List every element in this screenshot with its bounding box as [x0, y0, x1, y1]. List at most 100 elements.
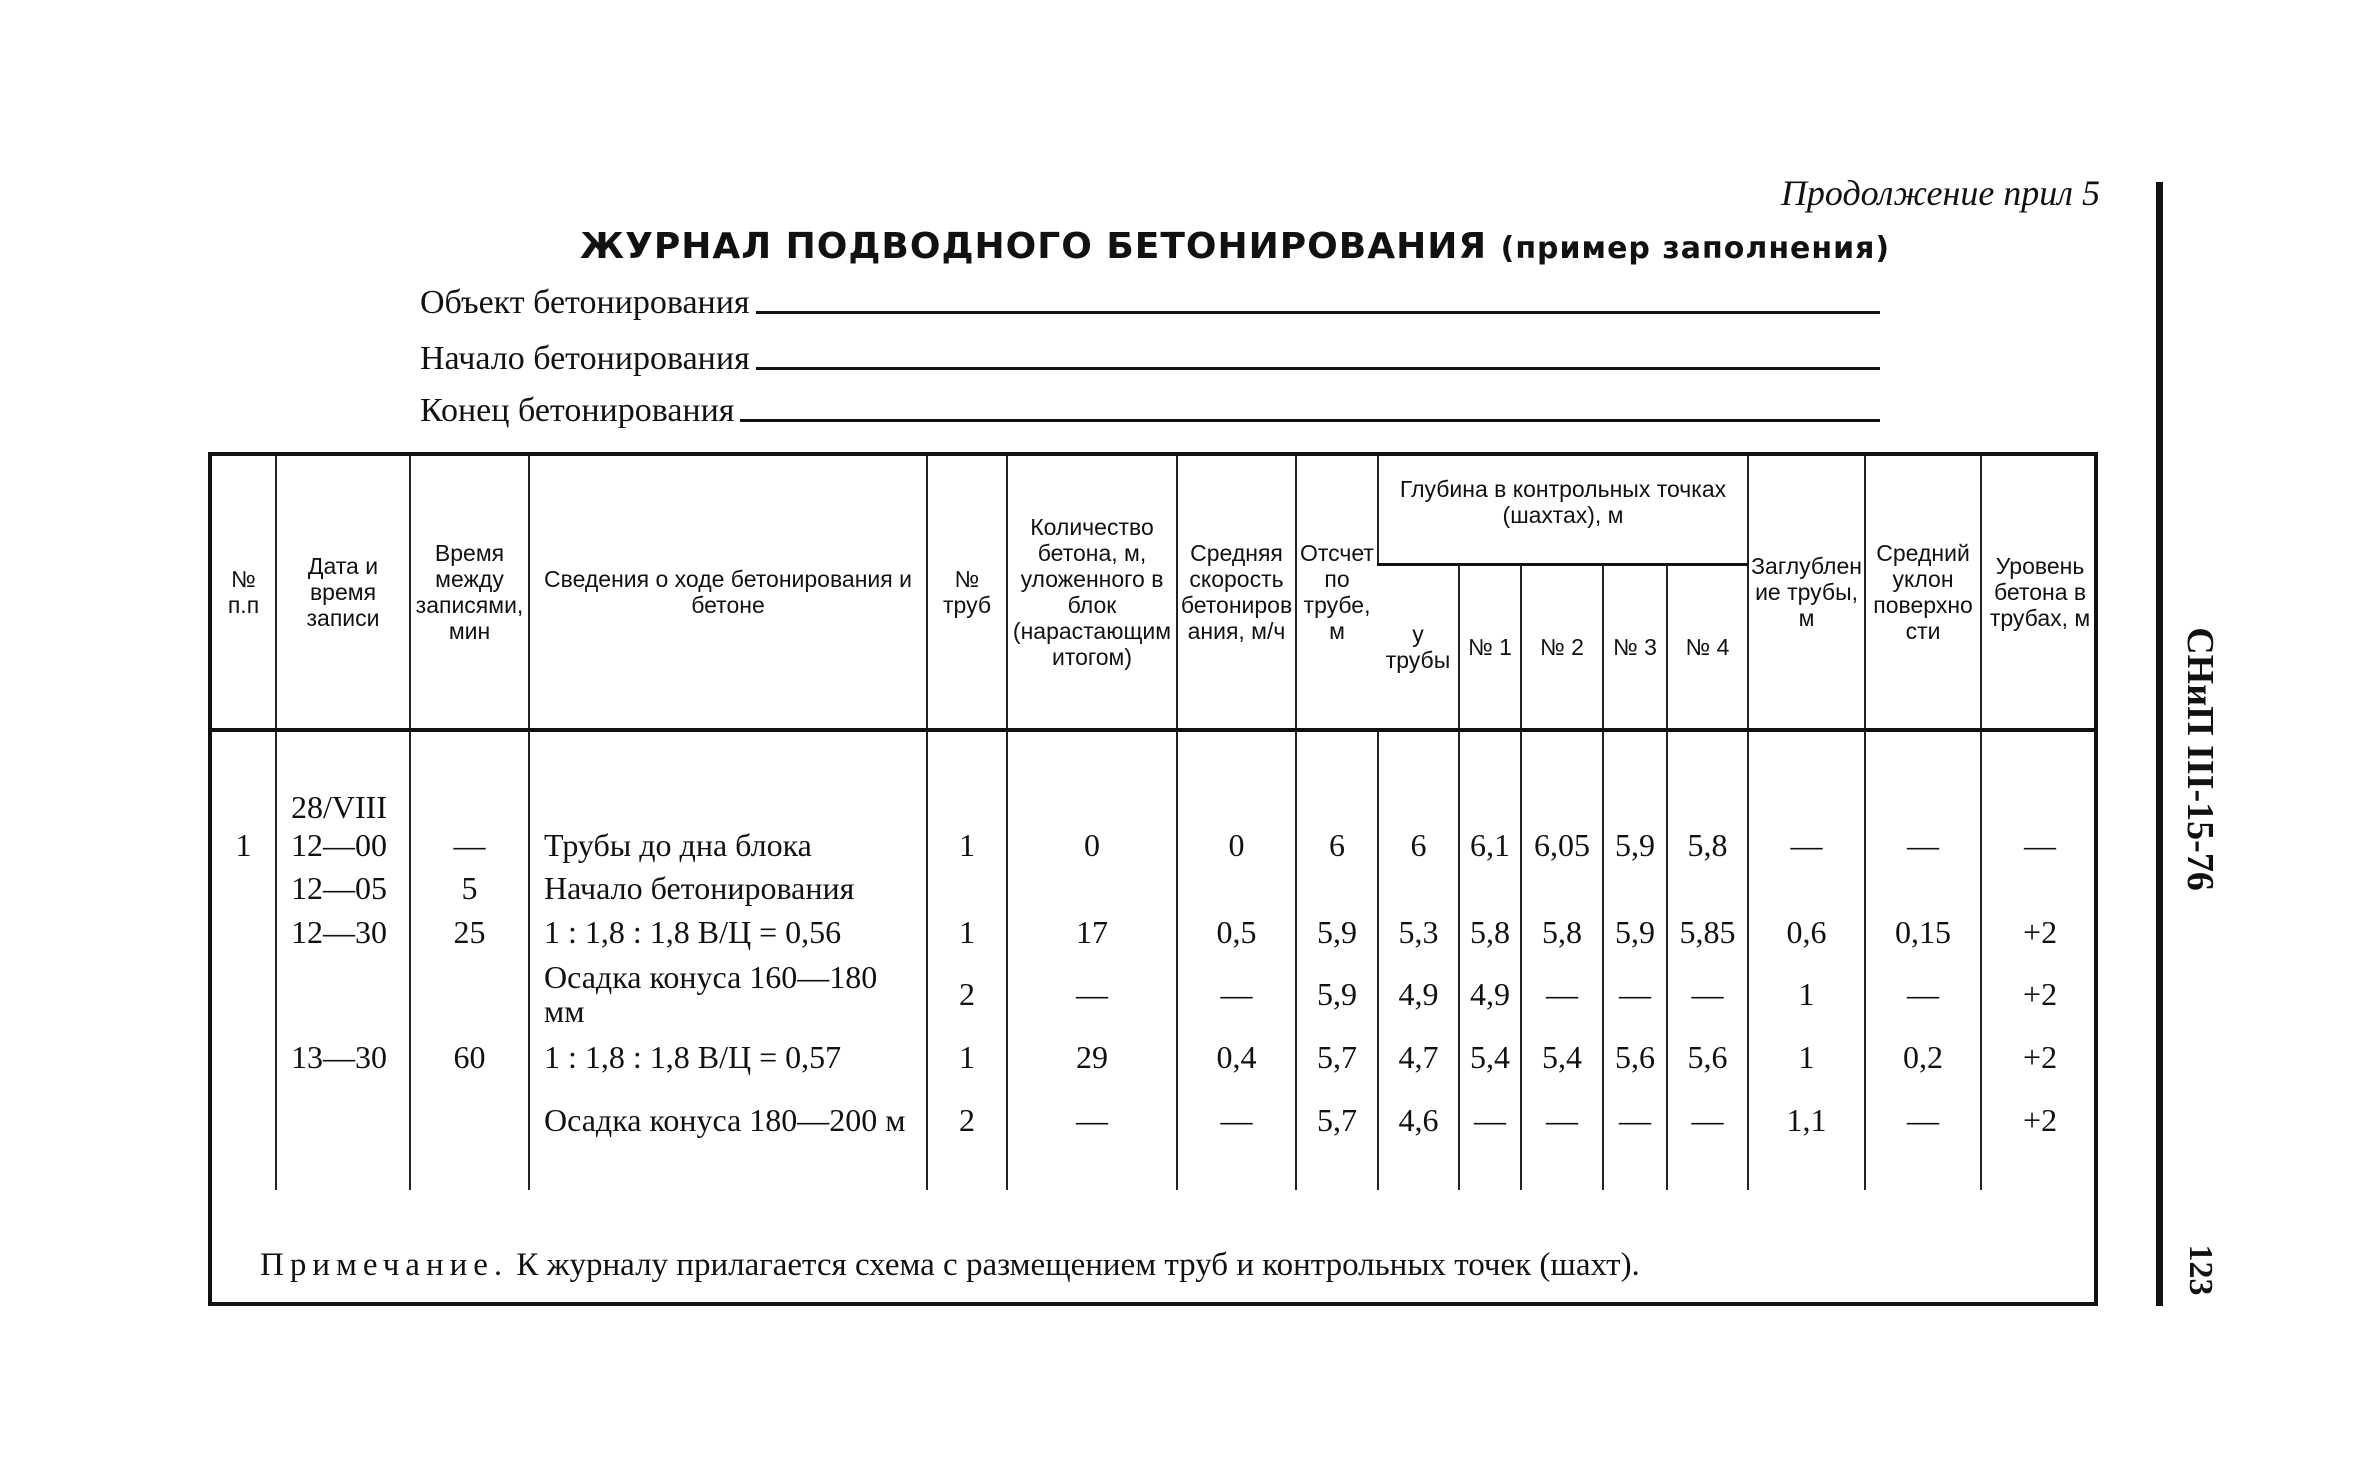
- header-info: Сведения о ходе бетонирования и бетоне: [528, 456, 927, 730]
- table-cell: [1006, 1160, 1177, 1190]
- table-cell: [1006, 730, 1177, 824]
- table-cell: [1520, 866, 1603, 909]
- table-cell: [1295, 866, 1378, 909]
- table-cell: 25: [409, 909, 529, 954]
- header-embed: Заглубление трубы, м: [1747, 456, 1866, 730]
- header-slope: Средний уклон поверхности: [1864, 456, 1982, 730]
- table-cell: 5,9: [1295, 954, 1378, 1034]
- header-num: № п.п: [227, 566, 260, 618]
- table-cell: [1006, 866, 1177, 909]
- table-cell: [212, 1034, 276, 1080]
- table-cell: 6: [1295, 824, 1378, 866]
- table-cell: [1458, 866, 1521, 909]
- table-cell: 5,8: [1458, 909, 1521, 954]
- table-cell: —: [1176, 1080, 1296, 1160]
- table-cell: 5,6: [1602, 1034, 1667, 1080]
- table-cell: [212, 1080, 276, 1160]
- table-cell: [1665, 866, 1749, 909]
- table-cell: [1295, 730, 1378, 824]
- table-cell: Осадка конуса 160—180 мм: [528, 954, 927, 1034]
- table-cell: 28/VIII: [275, 730, 410, 824]
- header-pipe: № труб: [926, 456, 1007, 730]
- table-cell: 12—30: [275, 909, 410, 954]
- table-cell: —: [1665, 1080, 1749, 1160]
- table-cell: 1: [926, 909, 1007, 954]
- side-label-text: СНиП III-15-76: [2179, 627, 2221, 891]
- table-cell: 4,6: [1377, 1080, 1459, 1160]
- table-cell: [1602, 1160, 1667, 1190]
- table-cell: 5: [409, 866, 529, 909]
- table-cell: 5,7: [1295, 1080, 1378, 1160]
- table-cell: [409, 954, 529, 1034]
- table-cell: [1665, 730, 1749, 824]
- table-cell: [1458, 730, 1521, 824]
- header-reading: Отсчет по трубе, м: [1295, 456, 1378, 730]
- table-cell: 1: [926, 824, 1007, 866]
- table-cell: [1520, 1160, 1603, 1190]
- table-cell: 0,2: [1864, 1034, 1982, 1080]
- table-cell: —: [1602, 1080, 1667, 1160]
- table-cell: 0: [1006, 824, 1177, 866]
- table-cell: 4,7: [1377, 1034, 1459, 1080]
- title-main: ЖУРНАЛ ПОДВОДНОГО БЕТОНИРОВАНИЯ: [580, 226, 1488, 267]
- table-row: 1 12—00— Трубы до дна блока 1 0 0 6 6 6,1 6,05 5,9…: [212, 824, 2099, 866]
- header-depth-group: Глубина в контрольных точках (шахтах), м: [1376, 456, 1749, 566]
- table-cell: 4,9: [1458, 954, 1521, 1034]
- header-d2: № 2: [1520, 564, 1603, 730]
- table-cell: —: [1006, 1080, 1177, 1160]
- journal-table: № п.п Дата и время записи Время между за…: [208, 452, 2099, 1306]
- table-row: [212, 1160, 2099, 1190]
- table-cell: [1864, 730, 1982, 824]
- table-cell: —: [1520, 954, 1603, 1034]
- table-cell: [528, 730, 927, 824]
- table-cell: [1377, 730, 1459, 824]
- table-cell: 1: [1747, 1034, 1866, 1080]
- table-cell: [926, 866, 1007, 909]
- table-cell: [1980, 730, 2099, 824]
- table-cell: 17: [1006, 909, 1177, 954]
- table-cell: [212, 909, 276, 954]
- table-cell: —: [1665, 954, 1749, 1034]
- table-cell: 2: [926, 954, 1007, 1034]
- table-cell: 5,9: [1295, 909, 1378, 954]
- table-header: № п.п Дата и время записи Время между за…: [212, 456, 2099, 730]
- table-cell: [1980, 866, 2099, 909]
- table-cell: —: [1980, 824, 2099, 866]
- page-number: 123: [2160, 1240, 2240, 1300]
- header-amount: Количество бетона, м, уложенного в блок …: [1006, 456, 1177, 730]
- table-cell: [1747, 866, 1866, 909]
- field-label: Начало бетонирования: [420, 340, 750, 377]
- table-cell: —: [1006, 954, 1177, 1034]
- continuation-label: Продолжение прил 5: [1780, 173, 2100, 213]
- table-cell: 5,85: [1665, 909, 1749, 954]
- table-row: 12—05 5 Начало бетонирования: [212, 866, 2099, 909]
- table-cell: [1980, 1160, 2099, 1190]
- table-cell: 1: [1747, 954, 1866, 1034]
- table-cell: 5,8: [1665, 824, 1749, 866]
- table-cell: 0,15: [1864, 909, 1982, 954]
- table-cell: [1176, 866, 1296, 909]
- table-cell: 0: [1176, 824, 1296, 866]
- table-cell: —: [1747, 824, 1866, 866]
- table-cell: [1520, 730, 1603, 824]
- header-level: Уровень бетона в трубах, м: [1980, 456, 2099, 730]
- table-cell: [212, 954, 276, 1034]
- table-row: 13—30 60 1 : 1,8 : 1,8 В/Ц = 0,57 1 29 0,4 5,7…: [212, 1034, 2099, 1080]
- table-cell: [1176, 1160, 1296, 1190]
- table-cell: 12—05: [275, 866, 410, 909]
- table-cell: [1295, 1160, 1378, 1190]
- table-cell: 1 : 1,8 : 1,8 В/Ц = 0,56: [528, 909, 927, 954]
- table-cell: +2: [1980, 954, 2099, 1034]
- header-depth-pipe: у трубы: [1385, 620, 1451, 673]
- blank-line: [755, 367, 1880, 370]
- field-label: Конец бетонирования: [420, 392, 735, 429]
- side-label: СНиП III-15-76: [2160, 624, 2240, 894]
- table-cell: —: [1864, 954, 1982, 1034]
- table-cell: 5,7: [1295, 1034, 1378, 1080]
- table-cell: 12—00: [275, 824, 410, 866]
- table-row: Осадка конуса 180—200 м 2— —5,7 4,6— — — —1,1—…: [212, 1080, 2099, 1160]
- table-cell: 0,6: [1747, 909, 1866, 954]
- header-d3: № 3: [1602, 564, 1667, 730]
- table-cell: [1602, 866, 1667, 909]
- table-cell: +2: [1980, 1080, 2099, 1160]
